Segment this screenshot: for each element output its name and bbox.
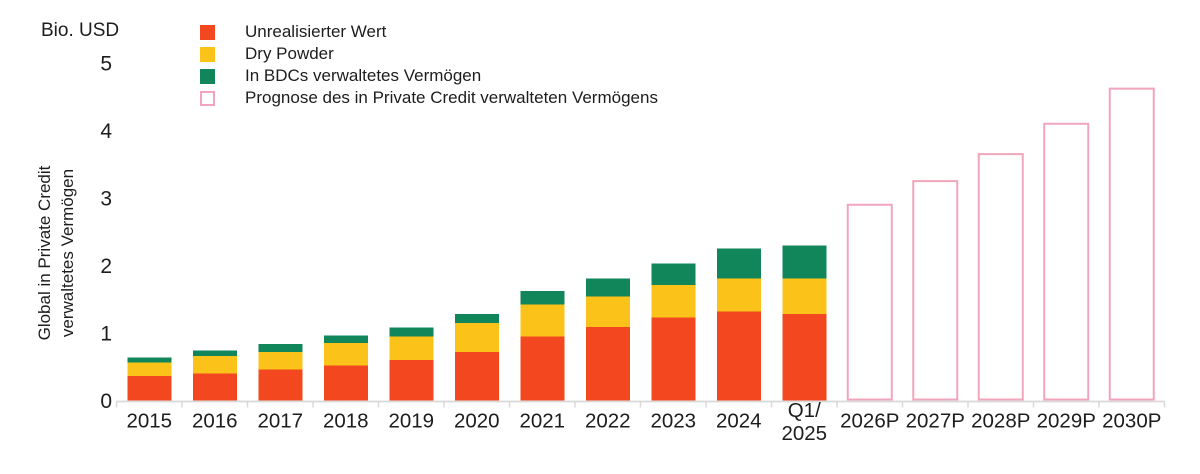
legend-item-dry-powder: Dry Powder [200, 43, 658, 65]
y-tick-label: 2 [100, 255, 112, 278]
y-tick-label: 4 [100, 120, 112, 143]
bar-segment [651, 285, 696, 318]
legend-item-bdc-vermoegen: In BDCs verwaltetes Vermögen [200, 65, 658, 87]
legend-item-unrealisierter-wert: Unrealisierter Wert [200, 21, 658, 43]
legend-label-unrealisierter-wert: Unrealisierter Wert [245, 22, 387, 41]
forecast-bar [977, 153, 1024, 401]
x-axis-label: 2021 [519, 410, 565, 433]
bar-segment [258, 351, 303, 370]
bar-segment [585, 326, 630, 401]
bar-segment [716, 278, 761, 312]
bar-segment [389, 360, 434, 401]
legend-swatch-prognose-icon [200, 90, 215, 106]
x-axis-label: 2016 [192, 410, 238, 433]
x-axis-label: 2026P [840, 410, 899, 433]
bar-segment [192, 373, 237, 401]
forecast-bar [846, 203, 893, 401]
forecast-bar [912, 180, 959, 401]
bar-segment [127, 357, 172, 363]
x-axis-label: 2024 [716, 410, 762, 433]
bar-segment [192, 355, 237, 374]
bar-segment [782, 314, 827, 401]
bar-segment [454, 322, 499, 352]
x-axis-label: 2027P [906, 410, 965, 433]
legend-swatch-dry-powder-icon [200, 46, 215, 62]
legend-label-prognose: Prognose des in Private Credit verwaltet… [245, 88, 658, 107]
bar-segment [782, 278, 827, 315]
x-axis-label: 2030P [1102, 410, 1161, 433]
x-axis-label: 2029P [1037, 410, 1096, 433]
x-axis-label: 2028P [971, 410, 1030, 433]
x-axis-label: 2019 [388, 410, 434, 433]
legend-swatch-bdc-vermoegen-icon [200, 68, 215, 84]
bar-segment [454, 314, 499, 323]
legend-label-dry-powder: Dry Powder [245, 44, 334, 63]
x-axis-label: 2020 [454, 410, 500, 433]
bar-segment [389, 327, 434, 337]
y-axis-unit-label: Bio. USD [41, 20, 120, 41]
legend-swatch-unrealisierter-wert-icon [200, 24, 215, 40]
bar-segment [651, 317, 696, 401]
y-tick-label: 5 [100, 53, 112, 76]
bar-segment [520, 304, 565, 337]
x-axis-label: 2017 [257, 410, 303, 433]
y-tick-label: 3 [100, 188, 112, 211]
legend-item-prognose: Prognose des in Private Credit verwaltet… [200, 87, 658, 109]
x-axis-label: 2022 [585, 410, 631, 433]
x-axis-label: 2018 [323, 410, 369, 433]
bar-segment [389, 336, 434, 360]
chart-legend: Unrealisierter Wert Dry Powder In BDCs v… [200, 21, 658, 109]
bar-segment [454, 351, 499, 401]
legend-label-bdc-vermoegen: In BDCs verwaltetes Vermögen [245, 66, 482, 85]
bar-segment [585, 278, 630, 297]
forecast-bar [1043, 122, 1090, 401]
bar-segment [520, 336, 565, 401]
x-axis-label: 2023 [650, 410, 696, 433]
forecast-bar [1108, 87, 1155, 401]
bar-segment [520, 291, 565, 305]
bar-segment [323, 335, 368, 344]
x-axis-label: Q1/2025 [781, 399, 827, 445]
bar-segment [323, 365, 368, 401]
bar-segment [651, 263, 696, 286]
bar-segment [716, 248, 761, 279]
y-tick-label: 0 [100, 390, 112, 413]
y-tick-label: 1 [100, 323, 112, 346]
bar-segment [258, 369, 303, 401]
x-axis-label: 2015 [126, 410, 172, 433]
bar-segment [258, 343, 303, 352]
bar-segment [782, 245, 827, 279]
bar-segment [192, 350, 237, 356]
bar-segment [585, 296, 630, 327]
bar-segment [323, 343, 368, 366]
bar-segment [127, 362, 172, 377]
bar-segment [127, 376, 172, 401]
bar-segment [716, 311, 761, 401]
